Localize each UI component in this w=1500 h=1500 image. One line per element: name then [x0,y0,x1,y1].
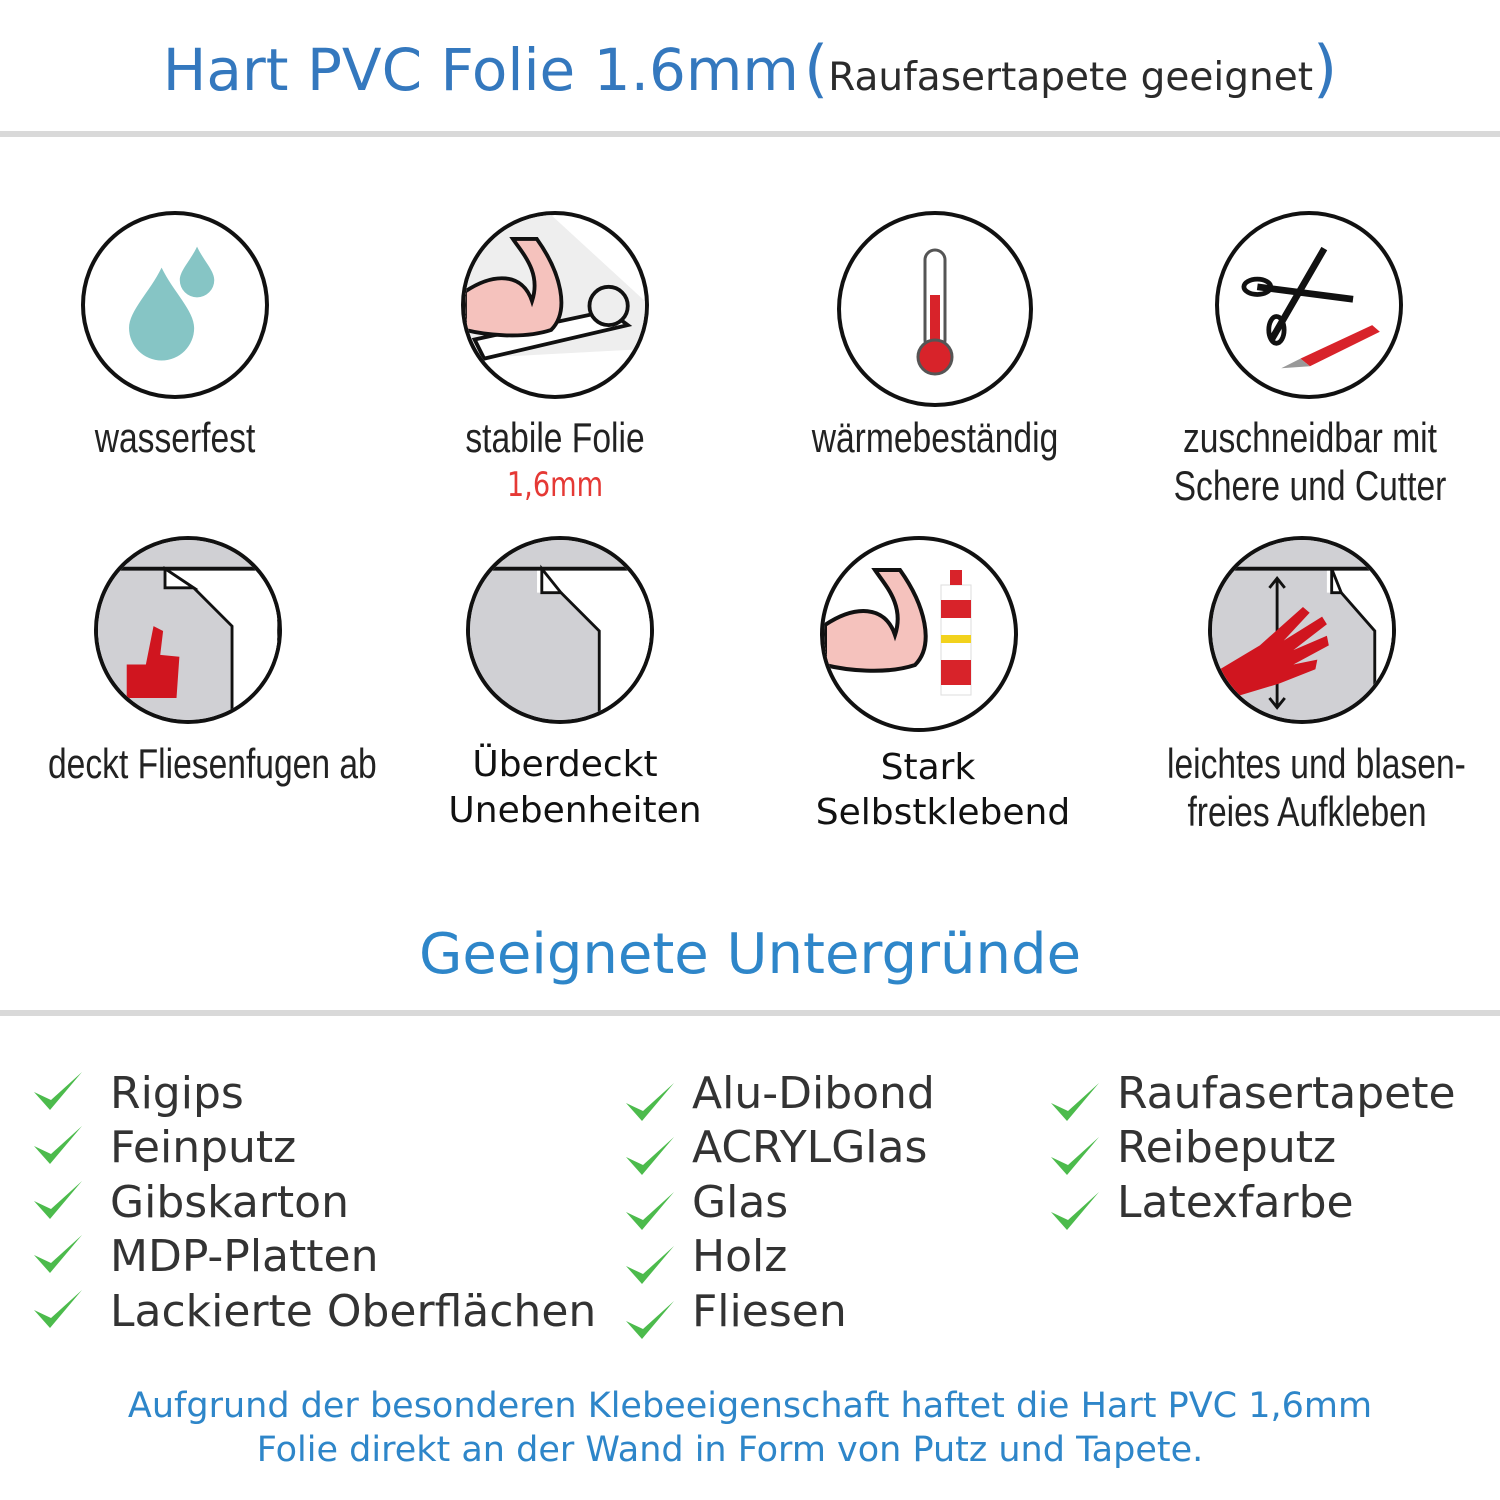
check-icon [34,1181,82,1219]
check-icon [34,1126,82,1164]
page-title: Hart PVC Folie 1.6mm (Raufasertapete gee… [0,32,1500,105]
surface-item: Gibskarton [110,1177,349,1228]
check-icon [626,1083,674,1121]
title-close-paren: ) [1313,32,1338,105]
scissors-cutter-icon [1215,211,1403,399]
section-divider [0,1010,1500,1016]
check-icon [626,1301,674,1339]
check-icon [34,1235,82,1273]
check-icon [34,1072,82,1110]
feature-label: Schere und Cutter [1173,462,1447,509]
title-main: Hart PVC Folie 1.6mm [162,36,799,104]
water-drops-icon [81,211,269,399]
footer-line: Aufgrund der besonderen Klebeeigenschaft… [127,1386,1373,1426]
surface-item: Fliesen [692,1286,847,1337]
header-divider [0,131,1500,137]
feature-label: Selbstklebend [815,792,1071,833]
surface-item: Raufasertapete [1117,1068,1456,1119]
feature-label: Unebenheiten [448,790,702,831]
surface-item: ACRYLGlas [692,1122,928,1173]
surface-item: Feinputz [110,1122,297,1173]
surface-item: Holz [692,1231,788,1282]
footer-line: Folie direkt an der Wand in Form von Put… [256,1430,1204,1470]
surface-item: MDP-Platten [110,1231,379,1282]
surface-item: Rigips [110,1068,244,1119]
feature-label: deckt Fliesenfugen ab [48,740,377,787]
muscle-roll-icon [461,211,649,399]
check-icon [1051,1083,1099,1121]
check-icon [1051,1192,1099,1230]
feature-highlight: 1,6mm [506,465,604,505]
feature-label: freies Aufkleben [1187,788,1427,835]
title-subtitle: Raufasertapete geeignet [828,55,1314,100]
check-icon [626,1192,674,1230]
check-icon [34,1290,82,1328]
title-open-paren: ( [804,32,829,105]
thumbs-up-tile-icon [94,536,282,724]
footer-note: Aufgrund der besonderen Klebeeigenschaft… [0,1384,1500,1472]
surface-item: Reibeputz [1117,1122,1337,1173]
feature-label: wärmebeständig [811,414,1059,461]
surface-item: Latexfarbe [1117,1177,1354,1228]
foil-corner-icon [466,536,654,724]
feature-label: stabile Folie [465,414,645,461]
feature-label: leichtes und blasen- [1167,740,1466,787]
feature-label: Überdeckt [472,744,658,785]
feature-label: zuschneidbar mit [1183,414,1437,461]
hand-smooth-icon [1208,536,1396,724]
feature-label: wasserfest [94,414,256,461]
section-title: Geeignete Untergründe [418,922,1082,987]
check-icon [626,1246,674,1284]
feature-label: Stark [880,747,976,788]
check-icon [626,1137,674,1175]
muscle-glue-icon [820,536,1018,732]
surface-item: Lackierte Oberflächen [110,1286,597,1337]
check-icon [1051,1137,1099,1175]
surface-item: Alu-Dibond [692,1068,935,1119]
surface-item: Glas [692,1177,789,1228]
thermometer-icon [837,211,1033,407]
